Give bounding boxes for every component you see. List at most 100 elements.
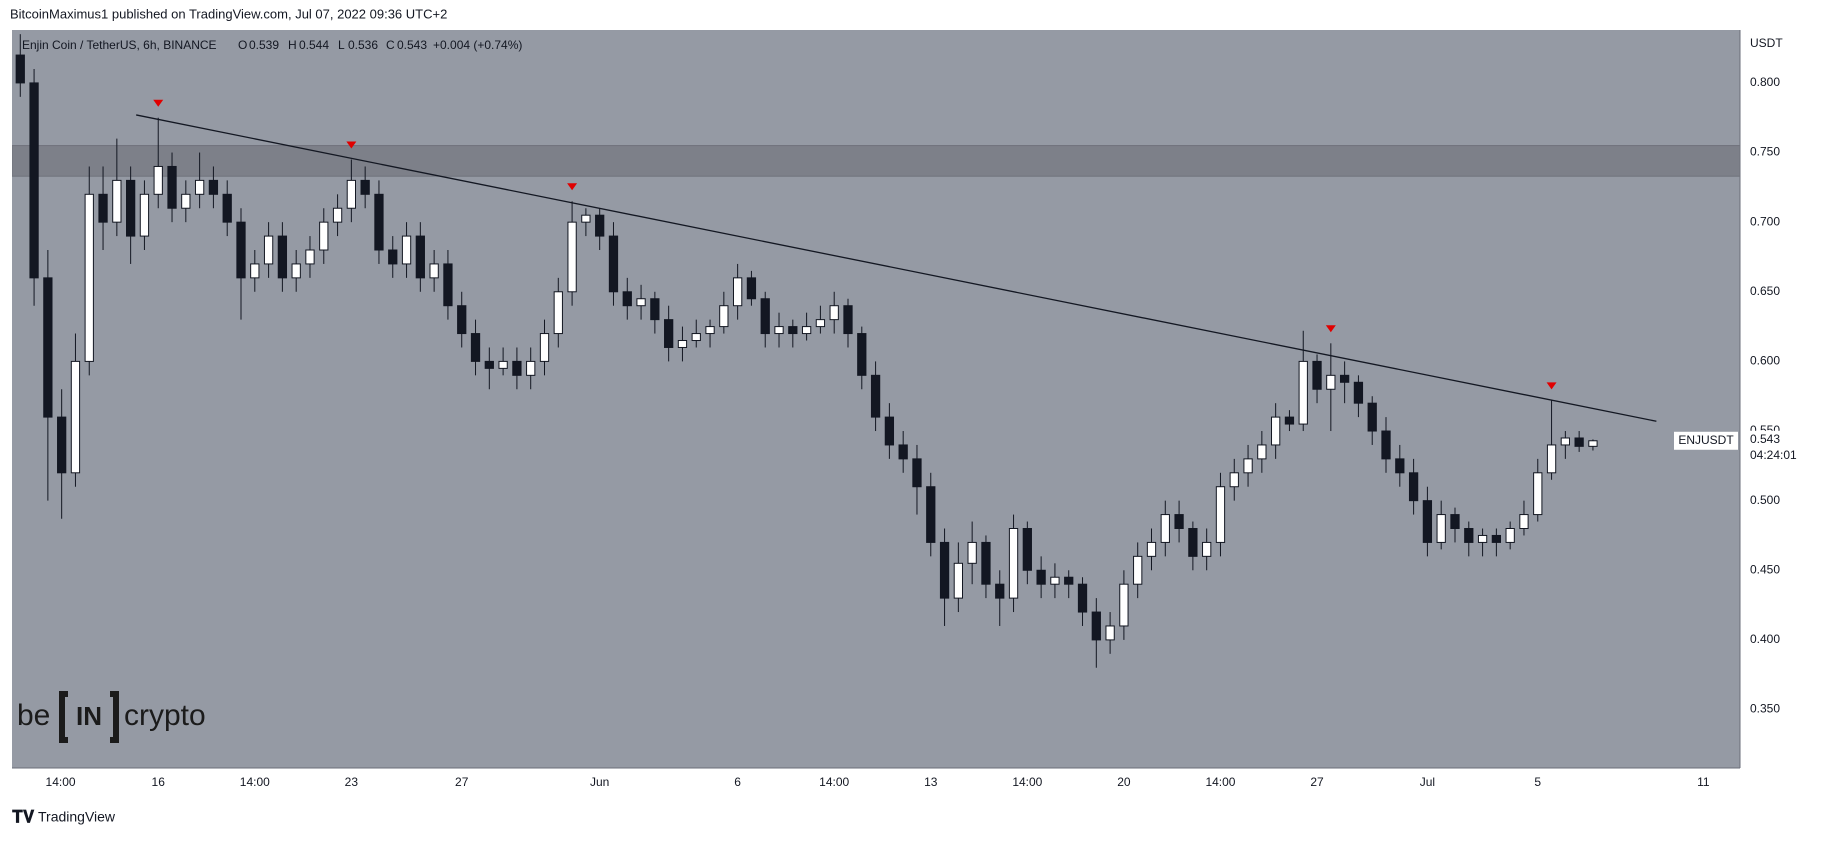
candle-body: [1560, 437, 1570, 446]
candle-body: [250, 263, 260, 279]
candle-body: [498, 360, 508, 369]
x-tick-label: 27: [1310, 775, 1324, 789]
logo-text: IN: [76, 701, 102, 731]
candle-body: [112, 179, 122, 223]
candle-body: [305, 249, 315, 265]
logo-text: be: [17, 699, 50, 732]
candle-body: [526, 360, 536, 376]
candle-body: [1450, 514, 1460, 529]
x-tick-label: 20: [1117, 775, 1131, 789]
candle-body: [1229, 472, 1239, 488]
candle-body: [857, 333, 867, 376]
footer-icon: 𝐓𝐕: [12, 807, 35, 826]
y-tick-label: 0.500: [1750, 493, 1780, 507]
legend-h-label: H: [288, 38, 297, 52]
logo-text: crypto: [124, 699, 206, 732]
candle-body: [1077, 583, 1088, 613]
candle-body: [595, 214, 605, 237]
y-tick-label: 0.450: [1750, 562, 1780, 576]
candle-body: [939, 541, 950, 599]
candle-body: [719, 305, 729, 328]
candle-body: [15, 54, 25, 84]
candle-body: [457, 305, 467, 335]
candle-body: [870, 374, 881, 418]
legend-change: +0.004 (+0.74%): [433, 38, 522, 52]
candle-body: [126, 179, 136, 237]
x-tick-label: 6: [734, 775, 741, 789]
candle-body: [1436, 514, 1446, 543]
candle-body: [884, 416, 895, 446]
candle-body: [443, 263, 453, 307]
y-tick-label: 0.700: [1750, 214, 1780, 228]
price-label-countdown: 04:24:01: [1750, 448, 1797, 462]
price-label-bg: [1741, 430, 1824, 467]
candle-body: [1050, 576, 1060, 585]
candle-body: [1284, 416, 1295, 425]
candle-body: [194, 179, 205, 195]
candle-body: [153, 165, 163, 195]
candle-body: [360, 179, 370, 195]
x-tick-label: 16: [152, 775, 166, 789]
candle-body: [70, 360, 81, 474]
candle-body: [277, 235, 288, 279]
candle-body: [1243, 458, 1253, 474]
candle-body: [898, 444, 908, 460]
candle-body: [346, 179, 357, 209]
x-tick-label: 13: [924, 775, 938, 789]
y-tick-label: 0.750: [1750, 145, 1780, 159]
candle-body: [981, 541, 991, 585]
candle-body: [1091, 611, 1101, 641]
candle-body: [319, 221, 329, 251]
candle-body: [760, 298, 770, 335]
candle-body: [746, 277, 757, 300]
candle-body: [1353, 381, 1364, 404]
candle-body: [636, 298, 646, 307]
candle-body: [167, 165, 177, 209]
candle-body: [1174, 514, 1184, 529]
candle-body: [926, 486, 936, 543]
candle-body: [401, 235, 412, 265]
candle-body: [608, 235, 619, 293]
trendline: [136, 114, 1657, 422]
candle-body: [801, 326, 812, 335]
candle-body: [263, 235, 274, 265]
candle-body: [539, 333, 550, 362]
candle-body: [553, 291, 563, 335]
candle-body: [1271, 416, 1281, 446]
candle-body: [291, 263, 301, 279]
x-tick-label: 27: [455, 775, 469, 789]
high-marker: [567, 183, 578, 191]
candle-body: [1519, 514, 1529, 529]
y-tick-label: 0.600: [1750, 354, 1780, 368]
high-marker: [346, 141, 357, 149]
legend-l: 0.536: [348, 38, 378, 52]
candle-body: [843, 305, 853, 335]
candle-body: [677, 340, 688, 348]
resistance-zone: [12, 145, 1740, 177]
candle-body: [1008, 527, 1019, 599]
candle-body: [57, 416, 67, 474]
candle-body: [1574, 437, 1584, 447]
candle-body: [1202, 541, 1212, 557]
candle-body: [222, 193, 232, 223]
high-marker: [153, 99, 164, 107]
candle-body: [1422, 500, 1433, 543]
candle-body: [29, 82, 39, 279]
candle-body: [705, 326, 715, 335]
logo: be IN crypto: [17, 691, 206, 743]
candle-body: [953, 562, 963, 599]
logo-bracket: [59, 691, 119, 743]
candle-body: [567, 221, 577, 293]
x-tick-label: 14:00: [1012, 775, 1042, 789]
legend-o-label: O: [238, 38, 247, 52]
x-tick-label: 23: [345, 775, 359, 789]
candle-body: [1381, 430, 1391, 460]
candle-body: [1160, 514, 1170, 543]
candle-body: [1491, 534, 1502, 543]
price-label-value: 0.543: [1750, 432, 1780, 446]
candle-body: [815, 319, 826, 328]
candle-body: [1339, 374, 1350, 383]
price-label-bg: [1674, 431, 1738, 450]
candle-body: [139, 193, 150, 237]
